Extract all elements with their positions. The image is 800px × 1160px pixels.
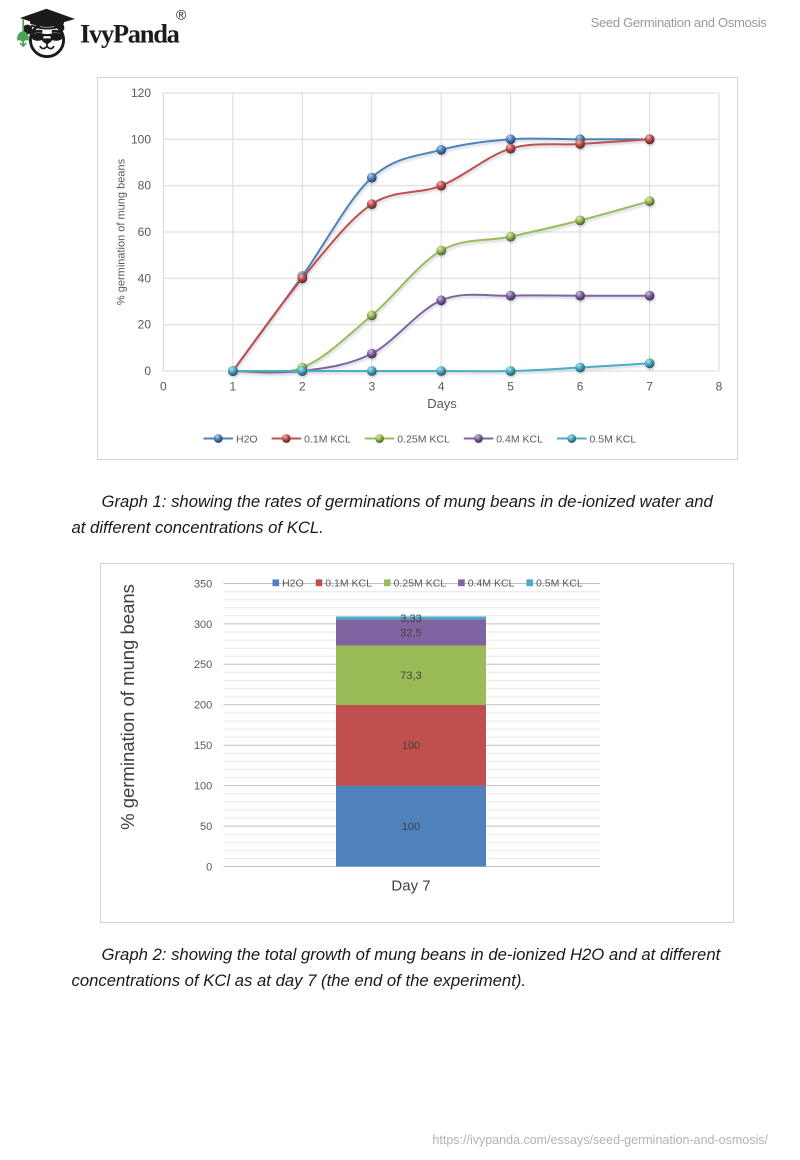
svg-text:7: 7 bbox=[646, 380, 653, 394]
svg-text:120: 120 bbox=[131, 86, 151, 100]
svg-text:0.4M KCL: 0.4M KCL bbox=[496, 433, 543, 445]
svg-text:5: 5 bbox=[507, 380, 514, 394]
svg-text:H2O: H2O bbox=[282, 578, 304, 590]
svg-text:1: 1 bbox=[230, 380, 237, 394]
svg-text:0.1M KCL: 0.1M KCL bbox=[304, 433, 351, 445]
svg-text:% germination of mung beans: % germination of mung beans bbox=[116, 158, 128, 305]
svg-text:40: 40 bbox=[138, 271, 152, 285]
svg-text:0.5M KCL: 0.5M KCL bbox=[536, 578, 583, 590]
svg-text:0.25M KCL: 0.25M KCL bbox=[397, 433, 450, 445]
svg-text:0: 0 bbox=[160, 380, 167, 394]
svg-text:73,3: 73,3 bbox=[400, 670, 421, 682]
svg-text:20: 20 bbox=[138, 318, 152, 332]
svg-text:2: 2 bbox=[299, 380, 306, 394]
svg-text:100: 100 bbox=[402, 821, 420, 833]
svg-text:0: 0 bbox=[206, 861, 212, 873]
svg-text:Day 7: Day 7 bbox=[391, 878, 430, 895]
svg-text:Days: Days bbox=[427, 396, 457, 411]
svg-text:300: 300 bbox=[194, 619, 212, 631]
svg-text:% germination of mung beans: % germination of mung beans bbox=[117, 584, 138, 830]
svg-text:0: 0 bbox=[144, 364, 151, 378]
svg-text:4: 4 bbox=[438, 380, 445, 394]
svg-text:®: ® bbox=[176, 7, 187, 23]
svg-text:8: 8 bbox=[716, 380, 723, 394]
svg-text:3,33: 3,33 bbox=[400, 613, 421, 625]
svg-text:0.25M KCL: 0.25M KCL bbox=[394, 578, 447, 590]
svg-text:IvyPanda: IvyPanda bbox=[80, 19, 180, 49]
svg-text:50: 50 bbox=[200, 821, 212, 833]
svg-text:0.5M KCL: 0.5M KCL bbox=[590, 433, 637, 445]
svg-text:250: 250 bbox=[194, 659, 212, 671]
svg-text:3: 3 bbox=[368, 380, 375, 394]
svg-text:32,5: 32,5 bbox=[400, 627, 421, 639]
svg-text:150: 150 bbox=[194, 740, 212, 752]
svg-text:100: 100 bbox=[402, 740, 420, 752]
svg-text:100: 100 bbox=[194, 781, 212, 793]
svg-text:0.1M KCL: 0.1M KCL bbox=[325, 578, 372, 590]
svg-text:200: 200 bbox=[194, 700, 212, 712]
svg-text:0.4M KCL: 0.4M KCL bbox=[468, 578, 515, 590]
svg-text:H2O: H2O bbox=[236, 433, 258, 445]
svg-text:6: 6 bbox=[577, 380, 584, 394]
svg-text:350: 350 bbox=[194, 578, 212, 590]
svg-text:80: 80 bbox=[138, 179, 152, 193]
svg-text:60: 60 bbox=[138, 225, 152, 239]
svg-text:100: 100 bbox=[131, 132, 151, 146]
